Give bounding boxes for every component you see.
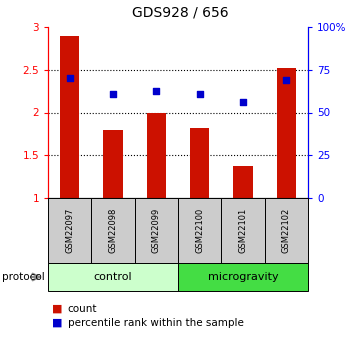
Bar <box>135 198 178 263</box>
Text: GSM22100: GSM22100 <box>195 208 204 253</box>
Text: control: control <box>94 272 132 282</box>
Bar <box>91 198 135 263</box>
Bar <box>103 130 123 198</box>
Point <box>153 88 159 94</box>
Point <box>67 76 73 81</box>
Bar <box>221 198 265 263</box>
Text: protocol: protocol <box>2 272 44 282</box>
Text: GDS928 / 656: GDS928 / 656 <box>132 6 229 20</box>
Bar <box>48 198 91 263</box>
Text: ■: ■ <box>52 318 62 328</box>
Point <box>283 77 289 83</box>
Text: GSM22102: GSM22102 <box>282 208 291 253</box>
Point <box>110 91 116 97</box>
Text: percentile rank within the sample: percentile rank within the sample <box>68 318 244 328</box>
Bar <box>190 128 209 198</box>
Bar <box>178 198 221 263</box>
Text: ■: ■ <box>52 304 62 314</box>
Text: GSM22099: GSM22099 <box>152 208 161 253</box>
Point <box>240 99 246 105</box>
Point <box>197 91 203 97</box>
Text: count: count <box>68 304 97 314</box>
Bar <box>178 263 308 291</box>
Text: GSM22098: GSM22098 <box>109 208 117 253</box>
Bar <box>147 112 166 198</box>
Text: GSM22101: GSM22101 <box>239 208 248 253</box>
Bar <box>277 68 296 198</box>
Bar <box>233 166 253 198</box>
Bar <box>60 36 79 198</box>
Bar <box>265 198 308 263</box>
Bar <box>48 263 178 291</box>
Text: microgravity: microgravity <box>208 272 278 282</box>
Text: GSM22097: GSM22097 <box>65 208 74 253</box>
